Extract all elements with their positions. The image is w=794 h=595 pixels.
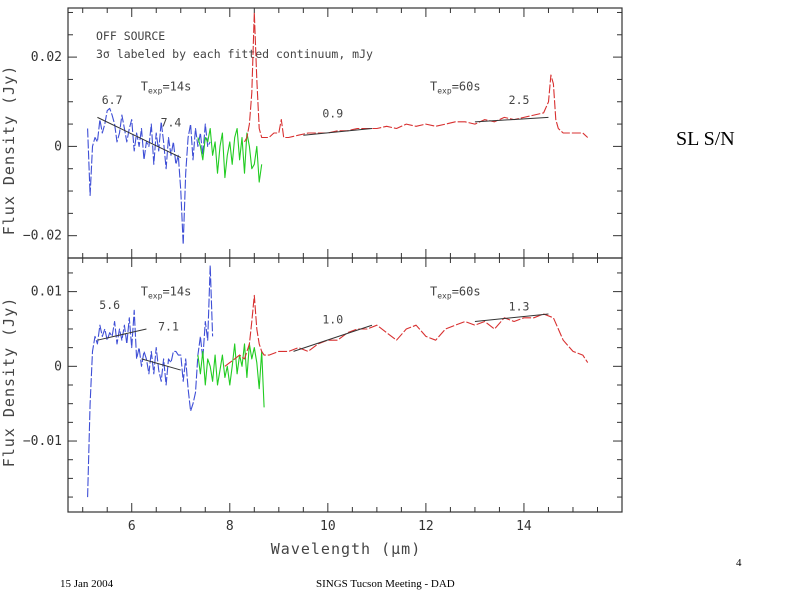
x-tick-label: 12 — [418, 519, 434, 534]
snr-label: 7.1 — [158, 319, 179, 333]
snr-label: 2.5 — [509, 93, 530, 107]
bottom-panel: Flux Density (Jy) Wavelength (μm) −0.01 0… — [0, 257, 623, 558]
series-sl1 — [224, 294, 589, 367]
snr-label: 1.0 — [322, 313, 343, 327]
top-ylabel: Flux Density (Jy) — [0, 65, 18, 236]
footer-date: 15 Jan 2004 — [60, 578, 114, 590]
fitted-continuum-line — [97, 116, 181, 159]
exposure-label: Texp=60s — [430, 80, 481, 96]
y-tick-label: 0.02 — [31, 50, 62, 65]
header-line-1: OFF SOURCE — [96, 29, 165, 43]
series-sl1-bonus — [197, 127, 263, 183]
x-tick-label: 6 — [128, 519, 136, 534]
header-line-2: 3σ labeled by each fitted continuum, mJy — [96, 47, 373, 61]
fitted-continuum-line — [141, 358, 181, 371]
top-panel: Flux Density (Jy) OFF SOURCE 3σ labeled … — [0, 7, 623, 259]
exposure-label: Texp=14s — [141, 80, 192, 96]
series-sl2 — [87, 107, 211, 246]
fitted-continuum-line — [293, 324, 373, 352]
top-plot-frame — [67, 7, 623, 259]
y-tick-label: 0.01 — [31, 285, 62, 300]
x-tick-label: 8 — [226, 519, 234, 534]
y-tick-label: −0.02 — [23, 229, 62, 244]
snr-label: 0.9 — [322, 106, 343, 120]
exposure-label: Texp=14s — [141, 284, 192, 300]
snr-label: 6.7 — [102, 93, 123, 107]
snr-label: 1.3 — [509, 299, 530, 313]
bottom-ylabel: Flux Density (Jy) — [0, 297, 18, 468]
fitted-continuum-line — [474, 313, 549, 322]
snr-label: 7.4 — [161, 115, 182, 129]
y-tick-label: 0 — [54, 139, 62, 154]
series-sl1 — [244, 11, 589, 143]
y-tick-label: −0.01 — [23, 434, 62, 449]
exposure-label: Texp=60s — [430, 284, 481, 300]
snr-label: 5.6 — [99, 298, 120, 312]
side-label: SL S/N — [676, 128, 735, 150]
fitted-continuum-line — [303, 128, 373, 136]
fitted-continuum-line — [474, 116, 549, 123]
series-sl1-bonus — [197, 343, 265, 408]
footer-meeting: SINGS Tucson Meeting - DAD — [316, 578, 455, 590]
fitted-continuum-line — [97, 328, 147, 341]
y-tick-label: 0 — [54, 359, 62, 374]
x-tick-label: 14 — [516, 519, 532, 534]
x-tick-label: 10 — [320, 519, 336, 534]
series-sl2 — [87, 264, 214, 498]
xlabel: Wavelength (μm) — [271, 540, 421, 558]
page-number: 4 — [736, 557, 742, 569]
